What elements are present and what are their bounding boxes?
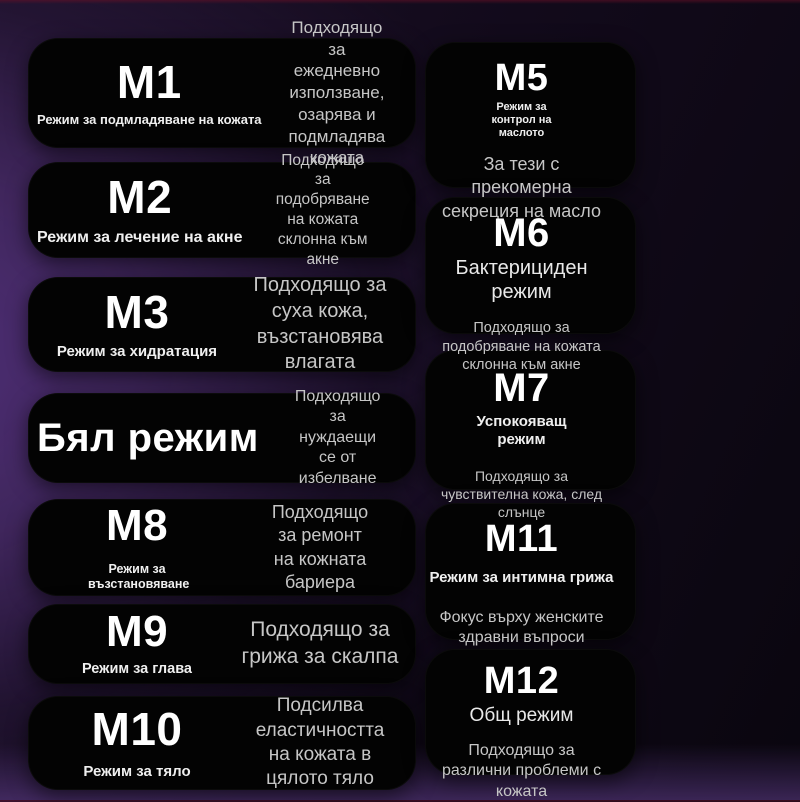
mode-title: M2 (107, 171, 173, 224)
mode-description: Подходящо за нуждаещи се от избелване (294, 387, 381, 487)
mode-card-m9[interactable]: M9 Режим за глава Подходящо за грижа за … (28, 604, 416, 684)
mode-title: M1 (116, 56, 182, 109)
mode-subtitle: Успокояващ режим (476, 413, 567, 448)
mode-subtitle: Режим за възстановяване (88, 562, 190, 592)
mode-description: Подходящо за подобряване на кожата склон… (275, 151, 370, 268)
mode-card-m3[interactable]: M3 Режим за хидратация Подходящо за суха… (28, 274, 416, 373)
mode-title: M8 (105, 500, 169, 550)
mode-card-white[interactable]: Бял режим Подходящо за нуждаещи се от из… (28, 388, 416, 487)
mode-card-m10[interactable]: M10 Режим за тяло Подсилва еластичността… (28, 695, 416, 790)
mode-subtitle: Бактерициден режим (455, 257, 588, 303)
mode-description: Подходящо за различни проблеми с кожата (441, 741, 602, 800)
mode-card-m6[interactable]: M6 Бактерициден режим Подходящо за подоб… (425, 197, 636, 373)
mode-card-m11[interactable]: M11 Режим за интимна грижа Фокус върху ж… (425, 503, 636, 646)
mode-description: Подходящо за ежедневно използване, озаря… (288, 17, 386, 168)
mode-card-m12[interactable]: M12 Общ режим Подходящо за различни проб… (425, 649, 636, 800)
mode-subtitle: Режим за контрол на маслото (491, 100, 552, 140)
mode-description: Подходящо за грижа за скалпа (241, 618, 399, 668)
mode-card-m2[interactable]: M2 Режим за лечение на акне Подходящо за… (28, 152, 416, 268)
mode-title: M10 (91, 702, 183, 755)
mode-heading: M8 Режим за възстановяване (37, 500, 237, 592)
mode-description: Подходящо за подобряване на кожата склон… (442, 320, 601, 374)
mode-heading: M1 Режим за подмладяване на кожата (37, 58, 262, 128)
mode-description: Подходящо за суха кожа, възстановява вла… (253, 274, 387, 374)
right-column: M5 Режим за контрол на маслото За тези с… (425, 42, 636, 800)
mode-title: M11 (484, 518, 559, 560)
mode-card-m7[interactable]: M7 Успокояващ режим Подходящо за чувстви… (425, 350, 636, 520)
mode-heading: M3 Режим за хидратация (37, 288, 237, 360)
mode-description: За тези с прекомерна секреция на масло (441, 154, 602, 221)
mode-card-m1[interactable]: M1 Режим за подмладяване на кожата Подхо… (28, 18, 416, 167)
mode-description: Подсилва еластичността на кожата в цялот… (255, 695, 385, 790)
mode-subtitle: Режим за хидратация (56, 342, 218, 360)
mode-subtitle: Общ режим (469, 704, 574, 726)
mode-card-m5[interactable]: M5 Режим за контрол на маслото За тези с… (425, 42, 636, 221)
mode-description: Фокус върху женските здравни въпроси (439, 608, 604, 647)
mode-subtitle: Режим за интимна грижа (429, 568, 614, 586)
mode-card-m8[interactable]: M8 Режим за възстановяване Подходящо за … (28, 499, 416, 596)
mode-heading: M2 Режим за лечение на акне (37, 173, 242, 246)
mode-title: M7 (493, 366, 550, 410)
mode-subtitle: Режим за глава (82, 661, 192, 678)
mode-title: M12 (483, 660, 560, 702)
left-column: M1 Режим за подмладяване на кожата Подхо… (28, 18, 416, 790)
mode-heading: M10 Режим за тяло (37, 705, 237, 781)
mode-subtitle: Режим за тяло (83, 763, 191, 781)
mode-title: M6 (493, 211, 550, 255)
mode-description: Подходящо за ремонт на кожната бариера (271, 502, 369, 592)
mode-title: M3 (104, 286, 170, 339)
mode-title: M5 (494, 57, 549, 99)
mode-heading: Бял режим (37, 417, 259, 459)
mode-subtitle: Режим за подмладяване на кожата (37, 112, 262, 128)
mode-subtitle: Режим за лечение на акне (37, 228, 243, 246)
mode-heading: M9 Режим за глава (37, 609, 237, 679)
mode-title: Бял режим (37, 416, 259, 460)
mode-description: Подходящо за чувствителна кожа, след слъ… (440, 468, 603, 520)
mode-title: M9 (105, 607, 169, 657)
